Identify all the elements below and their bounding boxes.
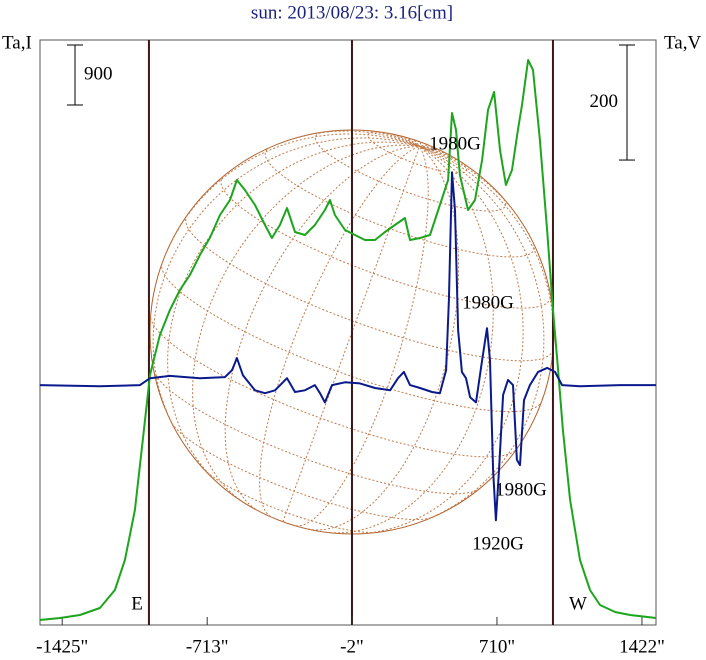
x-tick-label: -1425"	[36, 636, 88, 657]
limb-label: W	[569, 593, 587, 614]
y-axis-label: Ta,I	[2, 32, 32, 53]
longitude-line	[282, 146, 421, 523]
x-tick-label: -2"	[340, 636, 364, 657]
longitude-line	[419, 145, 523, 224]
scale-bar-label: 900	[84, 63, 113, 84]
chart-title: sun: 2013/08/23: 3.16[cm]	[251, 2, 453, 23]
latitude-line	[185, 215, 554, 362]
series-line	[39, 59, 657, 621]
x-tick-label: 1422"	[619, 636, 665, 657]
latitude-line	[161, 262, 543, 413]
longitude-line	[192, 144, 420, 503]
limb-label: E	[131, 593, 143, 614]
longitude-line	[295, 146, 429, 527]
longitude-line	[419, 145, 477, 174]
annotation: 1980G	[462, 292, 514, 313]
longitude-line	[419, 142, 422, 147]
x-tick-label: 710"	[479, 636, 515, 657]
annotation: 1980G	[495, 479, 547, 500]
longitude-line	[161, 133, 420, 264]
latitude-line	[153, 370, 479, 495]
annotation: 1980G	[429, 133, 481, 154]
plot-frame	[39, 39, 657, 626]
longitude-line	[291, 130, 420, 147]
longitude-line	[224, 145, 420, 512]
longitude-line	[419, 144, 432, 147]
series-line	[39, 171, 656, 522]
longitude-line	[259, 145, 420, 517]
annotation: 1920G	[472, 533, 524, 554]
x-tick-label: -713"	[186, 636, 229, 657]
longitude-line	[419, 145, 545, 522]
longitude-line	[410, 138, 420, 147]
longitude-line	[308, 145, 460, 531]
y2-axis-label: Ta,V	[664, 32, 701, 53]
scale-bar-label: 200	[590, 91, 619, 112]
longitude-line	[358, 129, 420, 147]
longitude-line	[419, 145, 441, 151]
latitude-line	[254, 508, 313, 531]
longitude-line	[419, 145, 554, 402]
longitude-line	[326, 145, 494, 534]
latitude-line	[150, 317, 516, 458]
